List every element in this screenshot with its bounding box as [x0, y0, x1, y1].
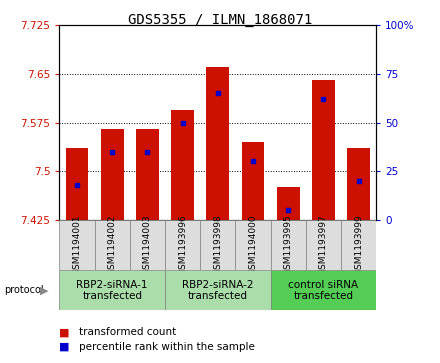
Bar	[95, 220, 130, 270]
Text: GSM1193996: GSM1193996	[178, 215, 187, 276]
Bar	[277, 187, 300, 220]
Text: GSM1194001: GSM1194001	[73, 215, 81, 276]
Text: GSM1194002: GSM1194002	[108, 215, 117, 275]
Bar	[165, 220, 200, 270]
Text: protocol: protocol	[4, 285, 44, 295]
Bar	[59, 220, 95, 270]
Bar	[242, 142, 264, 220]
Bar	[101, 129, 124, 220]
Text: GSM1193999: GSM1193999	[354, 215, 363, 276]
Bar	[130, 220, 165, 270]
Text: control siRNA
transfected: control siRNA transfected	[288, 280, 359, 301]
Bar	[347, 148, 370, 220]
Text: ■: ■	[59, 327, 70, 337]
Bar	[341, 220, 376, 270]
Text: GSM1194000: GSM1194000	[249, 215, 257, 276]
Bar	[66, 148, 88, 220]
Text: GSM1193997: GSM1193997	[319, 215, 328, 276]
Text: RBP2-siRNA-1
transfected: RBP2-siRNA-1 transfected	[77, 280, 148, 301]
Text: GSM1194003: GSM1194003	[143, 215, 152, 276]
Bar	[165, 270, 271, 310]
Bar	[200, 220, 235, 270]
Text: ■: ■	[59, 342, 70, 352]
Bar	[271, 220, 306, 270]
Text: percentile rank within the sample: percentile rank within the sample	[79, 342, 255, 352]
Bar	[171, 110, 194, 220]
Bar	[306, 220, 341, 270]
Bar	[136, 129, 159, 220]
Text: GSM1193995: GSM1193995	[284, 215, 293, 276]
Text: GDS5355 / ILMN_1868071: GDS5355 / ILMN_1868071	[128, 13, 312, 27]
Text: transformed count: transformed count	[79, 327, 176, 337]
Text: ▶: ▶	[40, 285, 48, 295]
Text: GSM1193998: GSM1193998	[213, 215, 222, 276]
Bar	[59, 270, 165, 310]
Bar	[271, 270, 376, 310]
Text: RBP2-siRNA-2
transfected: RBP2-siRNA-2 transfected	[182, 280, 253, 301]
Bar	[235, 220, 271, 270]
Bar	[206, 68, 229, 220]
Bar	[312, 81, 335, 220]
